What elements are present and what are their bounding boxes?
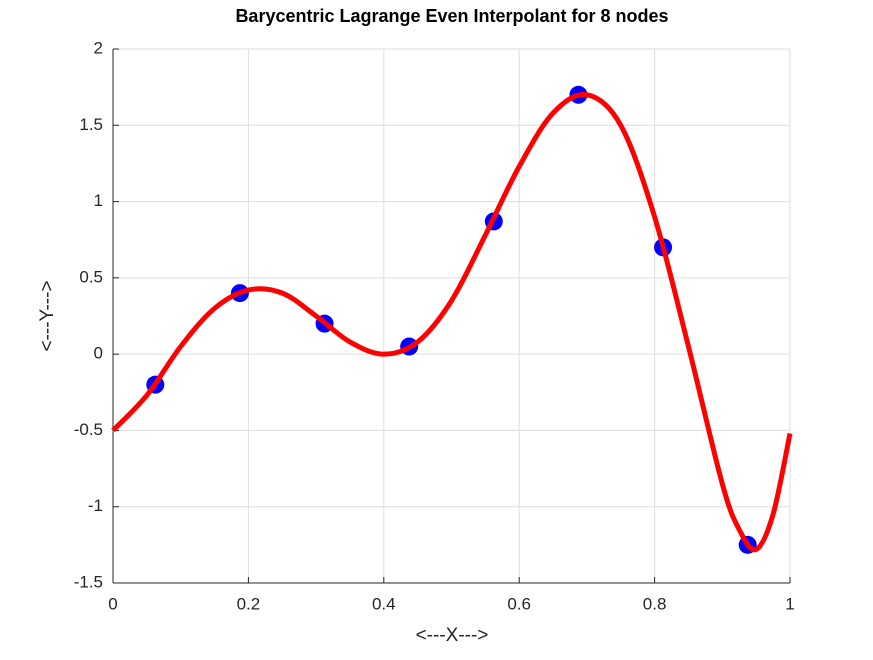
x-tick-label: 0.4 bbox=[372, 594, 396, 613]
x-tick-label: 1 bbox=[785, 594, 794, 613]
interpolant-line bbox=[111, 91, 793, 553]
y-tick-label: -1 bbox=[88, 496, 103, 515]
x-tick-label: 0.8 bbox=[643, 594, 667, 613]
y-tick-label: 0 bbox=[94, 344, 103, 363]
y-tick-label: -1.5 bbox=[74, 572, 103, 591]
x-tick-label: 0.6 bbox=[507, 594, 531, 613]
y-tick-label: 1.5 bbox=[79, 115, 103, 134]
x-tick-label: 0 bbox=[108, 594, 117, 613]
y-axis-label: <---Y---> bbox=[37, 280, 58, 351]
y-tick-label: 0.5 bbox=[79, 267, 103, 286]
x-axis-label: <---X---> bbox=[416, 625, 489, 646]
y-tick-label: 1 bbox=[94, 191, 103, 210]
chart-title: Barycentric Lagrange Even Interpolant fo… bbox=[235, 6, 668, 26]
y-tick-label: -0.5 bbox=[74, 420, 103, 439]
x-tick-label: 0.2 bbox=[237, 594, 261, 613]
y-tick-label: 2 bbox=[94, 38, 103, 57]
